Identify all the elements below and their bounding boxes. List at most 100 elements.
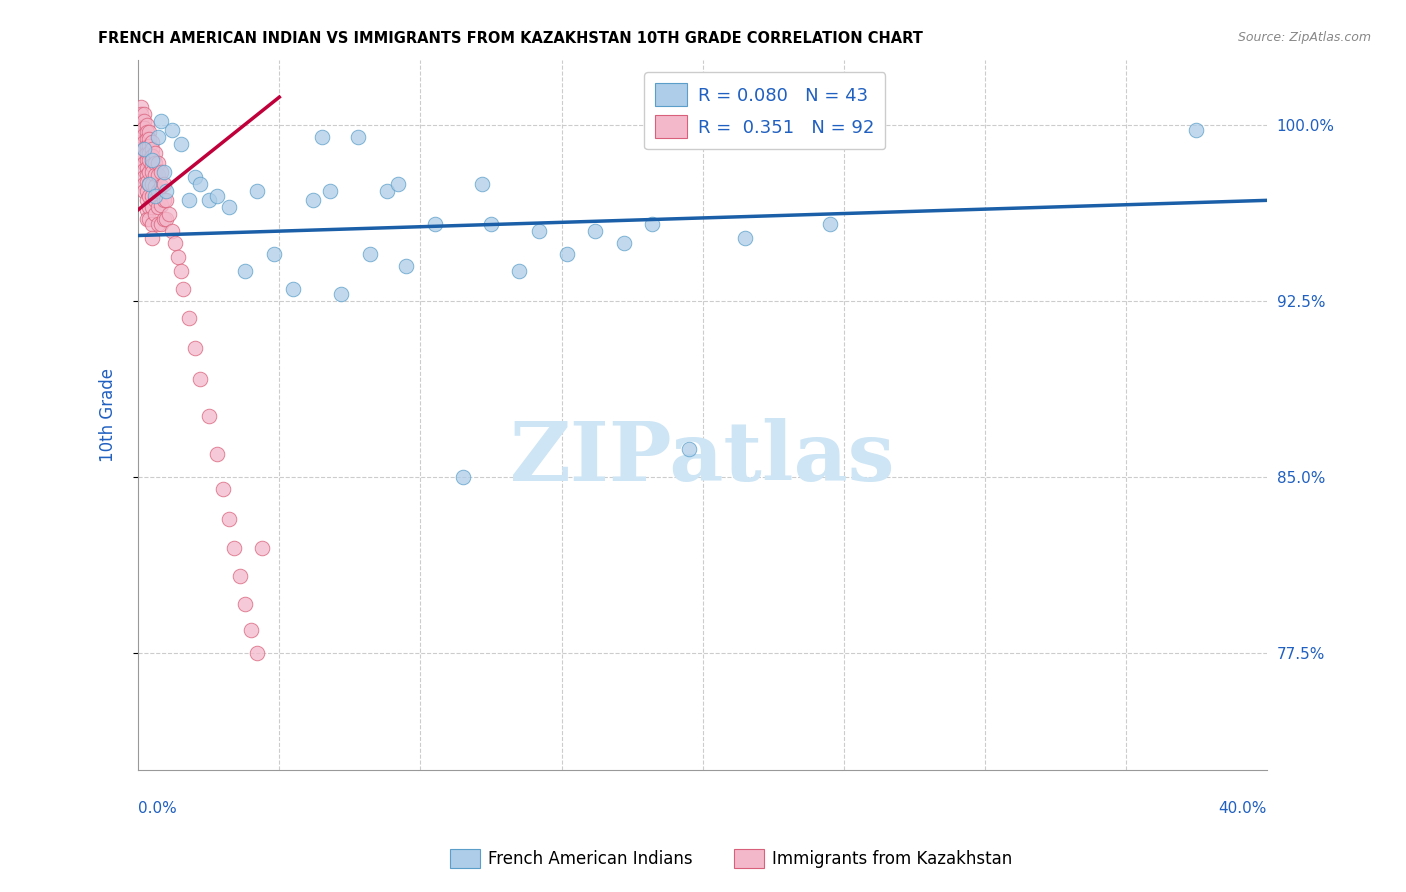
Legend: French American Indians, Immigrants from Kazakhstan: French American Indians, Immigrants from… [443,842,1019,875]
Point [143,188,166,202]
Point [132,106,155,120]
Text: ZIPatlas: ZIPatlas [510,417,896,498]
Point [163,235,186,250]
Point [132,169,155,184]
Point [146,200,169,214]
Point [141,217,163,231]
Point [143,194,166,208]
Point [141,158,163,172]
Point [143,168,166,182]
Point [155,184,177,198]
Point [155,212,177,227]
Point [129,142,152,156]
Point [188,177,211,191]
Point [129,106,152,120]
Point [395,259,418,273]
Point [135,168,157,182]
Point [235,263,257,277]
Point [166,250,188,264]
Point [149,179,172,194]
Point [188,371,211,385]
Point [135,132,157,146]
Text: 0.0%: 0.0% [138,801,177,816]
Point [132,184,155,198]
Point [359,247,381,261]
Point [527,224,550,238]
Point [146,156,169,170]
Point [471,177,494,191]
Point [138,153,160,168]
Point [141,142,163,156]
Point [319,184,342,198]
Point [212,482,235,496]
Point [283,283,305,297]
Point [149,217,172,231]
Point [157,207,180,221]
Point [141,165,163,179]
Point [141,188,163,202]
Point [263,247,285,261]
Point [129,120,152,135]
Point [135,139,157,153]
Point [135,146,157,161]
Point [330,287,353,301]
Point [169,136,191,151]
Point [138,132,160,146]
Point [583,224,606,238]
Legend: R = 0.080   N = 43, R =  0.351   N = 92: R = 0.080 N = 43, R = 0.351 N = 92 [644,72,886,149]
Point [152,212,174,227]
Point [135,184,157,198]
Point [235,597,257,611]
Point [423,217,446,231]
Point [138,139,160,153]
Point [141,149,163,163]
Point [224,541,246,555]
Point [138,165,160,179]
Point [132,113,155,128]
Point [132,128,155,142]
Point [149,165,172,179]
Point [135,118,157,132]
Point [197,409,219,424]
Point [146,130,169,145]
Point [138,177,160,191]
Point [143,179,166,194]
Point [143,156,166,170]
Point [252,541,274,555]
Point [143,146,166,161]
Point [734,231,756,245]
Point [138,125,160,139]
Point [132,142,155,156]
Point [138,146,160,161]
Text: Source: ZipAtlas.com: Source: ZipAtlas.com [1237,31,1371,45]
Point [218,512,240,526]
Point [141,153,163,168]
Point [246,184,269,198]
Point [555,247,578,261]
Point [138,177,160,191]
Point [508,263,530,277]
Point [132,162,155,177]
Point [135,212,157,227]
Point [141,135,163,149]
Point [132,156,155,170]
Point [177,194,200,208]
Point [138,200,160,214]
Point [218,200,240,214]
Point [197,194,219,208]
Point [132,120,155,135]
Point [172,283,194,297]
Point [818,217,841,231]
Point [135,161,157,175]
Point [152,194,174,208]
Point [146,217,169,231]
Point [141,200,163,214]
Point [149,113,172,128]
Point [240,623,263,637]
Text: FRENCH AMERICAN INDIAN VS IMMIGRANTS FROM KAZAKHSTAN 10TH GRADE CORRELATION CHAR: FRENCH AMERICAN INDIAN VS IMMIGRANTS FRO… [98,31,924,46]
Point [183,169,205,184]
Point [146,184,169,198]
Point [152,165,174,179]
Point [143,207,166,221]
Point [129,153,152,168]
